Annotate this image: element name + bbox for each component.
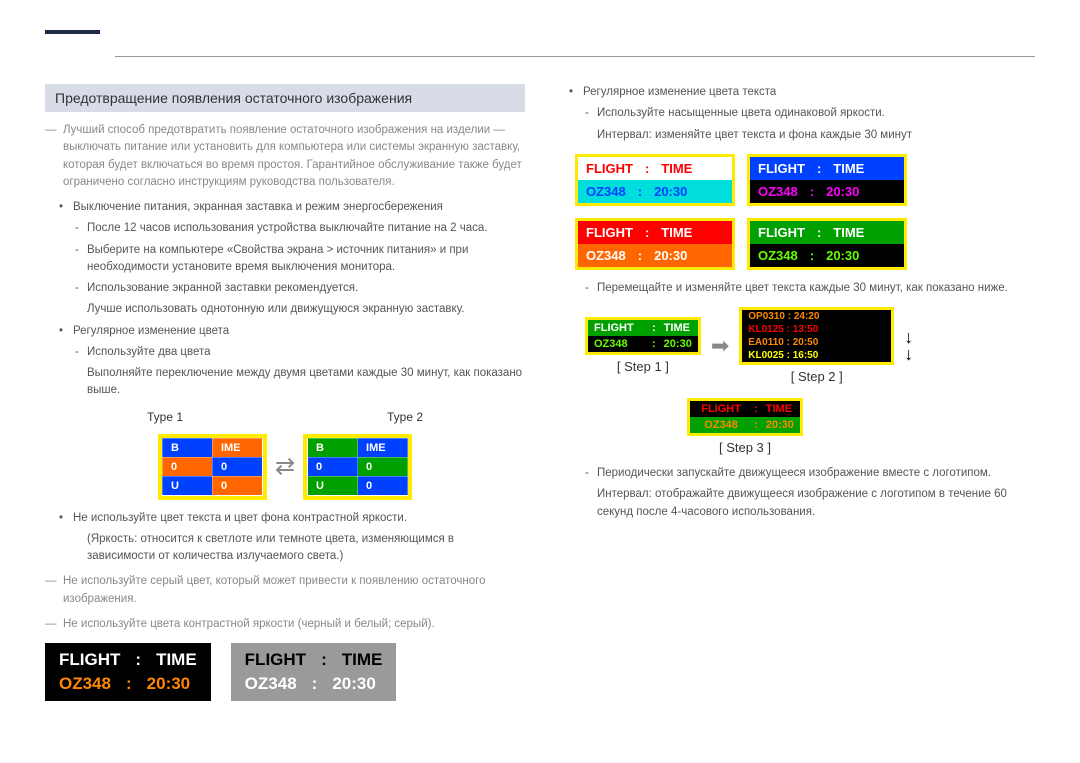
bullet-1: Выключение питания, экранная заставка и …: [45, 199, 525, 216]
black-example: FLIGHT:TIME OZ348:20:30: [45, 643, 211, 701]
down-arrows-icon: ↓↓: [904, 329, 913, 361]
arrow-right-icon: ➡: [711, 333, 729, 359]
step3-wrap: FLIGHT:TIME OZ348:20:30 [ Step 3 ]: [645, 398, 845, 455]
step1-label: [ Step 1 ]: [617, 359, 669, 374]
type1-label: Type 1: [147, 410, 183, 424]
sub-1c2: Лучше использовать однотонную или движущ…: [45, 301, 525, 318]
r-sub-2: Перемещайте и изменяйте цвет текста кажд…: [555, 280, 1035, 297]
dash-1: Не используйте серый цвет, который может…: [45, 573, 525, 608]
sub-2a: Используйте два цвета: [45, 344, 525, 361]
left-column: Предотвращение появления остаточного изо…: [45, 84, 525, 701]
r-bullet-1: Регулярное изменение цвета текста: [555, 84, 1035, 101]
r-sub-3: Периодически запускайте движущееся изобр…: [555, 465, 1035, 482]
gray-example: FLIGHT:TIME OZ348:20:30: [231, 643, 397, 701]
bullet-3: Не используйте цвет текста и цвет фона к…: [45, 510, 525, 527]
right-column: Регулярное изменение цвета текста Исполь…: [555, 84, 1035, 701]
step2-label: [ Step 2 ]: [791, 369, 843, 384]
section-title: Предотвращение появления остаточного изо…: [45, 84, 525, 112]
sub-1a: После 12 часов использования устройства …: [45, 220, 525, 237]
content-columns: Предотвращение появления остаточного изо…: [45, 84, 1035, 701]
r-sub-1: Используйте насыщенные цвета одинаковой …: [555, 105, 1035, 122]
sub-1b: Выберите на компьютере «Свойства экрана …: [45, 242, 525, 277]
dash-2: Не используйте цвета контрастной яркости…: [45, 616, 525, 633]
type1-table: BIME 00 U0: [158, 434, 267, 500]
bullet-2: Регулярное изменение цвета: [45, 323, 525, 340]
swap-arrow-icon: ⇄: [275, 452, 295, 481]
r-sub-3b: Интервал: отображайте движущееся изображ…: [555, 486, 1035, 521]
type-labels: Type 1 Type 2: [45, 410, 525, 424]
header-rule: [45, 30, 1035, 59]
type2-table: BIME 00 U0: [303, 434, 412, 500]
type-tables-row: BIME 00 U0 ⇄ BIME 00 U0: [45, 434, 525, 500]
steps-1-2: FLIGHT:TIME OZ348:20:30 [ Step 1 ] ➡ OP0…: [585, 307, 1035, 384]
sub-3a: (Яркость: относится к светлоте или темно…: [45, 531, 525, 566]
intro-para: Лучший способ предотвратить появление ос…: [45, 122, 525, 191]
sub-1c: Использование экранной заставки рекоменд…: [45, 280, 525, 297]
box-green-bg: FLIGHT:TIME OZ348:20:30: [747, 218, 907, 270]
step3-label: [ Step 3 ]: [645, 440, 845, 455]
box-blue-bg: FLIGHT:TIME OZ348:20:30: [747, 154, 907, 206]
box-white-bg: FLIGHT:TIME OZ348:20:30: [575, 154, 735, 206]
step1-box: FLIGHT:TIME OZ348:20:30: [585, 317, 701, 355]
r-sub-1b: Интервал: изменяйте цвет текста и фона к…: [555, 127, 1035, 144]
color-grid: FLIGHT:TIME OZ348:20:30 FLIGHT:TIME OZ34…: [575, 154, 1035, 270]
step2-box: OP0310 : 24:20 KL0125 : 13:50 EA0110 : 2…: [739, 307, 894, 365]
box-red-bg: FLIGHT:TIME OZ348:20:30: [575, 218, 735, 270]
sub-2b: Выполняйте переключение между двумя цвет…: [45, 365, 525, 400]
type2-label: Type 2: [387, 410, 423, 424]
step3-box: FLIGHT:TIME OZ348:20:30: [687, 398, 803, 436]
contrast-examples: FLIGHT:TIME OZ348:20:30 FLIGHT:TIME OZ34…: [45, 643, 525, 701]
